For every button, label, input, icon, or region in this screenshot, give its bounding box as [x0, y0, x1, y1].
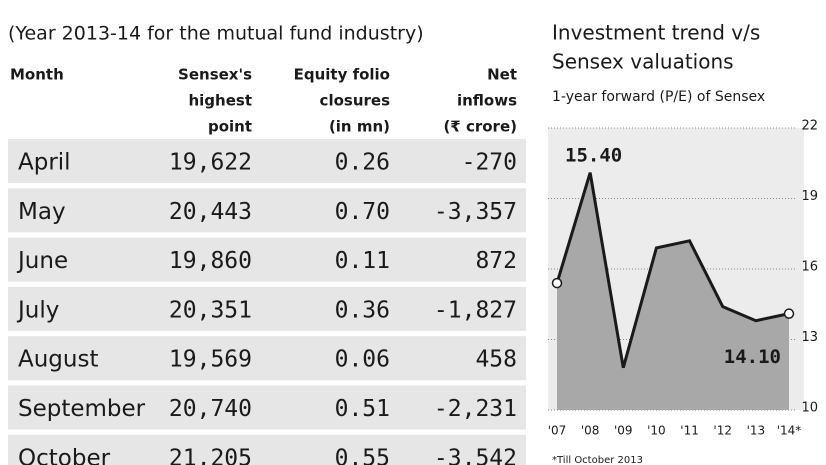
value-label: 15.40: [565, 145, 622, 167]
table-cell: 20,740: [169, 396, 252, 422]
table-cell: 19,569: [169, 347, 252, 373]
y-tick-label: 10: [801, 401, 818, 416]
table-cell: 0.06: [335, 347, 390, 373]
note: *Till October 2013: [552, 455, 643, 465]
y-tick-label: 16: [801, 260, 818, 275]
table-cell: April: [18, 150, 71, 176]
table-cell: -1,827: [434, 297, 517, 323]
point: [783, 308, 795, 319]
column-header: inflows: [457, 92, 517, 110]
table-cell: May: [18, 199, 66, 225]
table-cell: 0.36: [335, 297, 390, 323]
area: [557, 172, 789, 410]
row-band: [8, 237, 526, 282]
table-cell: 21,205: [169, 445, 252, 465]
table-cell: September: [18, 396, 146, 422]
table-cell: August: [18, 347, 99, 373]
table-cell: 0.55: [335, 445, 390, 465]
row-band: [8, 336, 526, 381]
table-cell: 872: [475, 248, 517, 274]
y-tick-label: 22: [801, 119, 818, 134]
column-header: Equity folio: [294, 66, 390, 84]
chart-title: Sensex valuations: [552, 50, 734, 74]
row-band: [8, 434, 526, 465]
table-cell: July: [16, 297, 59, 323]
table-cell: June: [16, 248, 68, 274]
table-cell: -270: [462, 150, 517, 176]
table-cell: 0.70: [335, 199, 390, 225]
column-header: Net: [487, 66, 517, 84]
x-tick-label: '13: [747, 424, 766, 438]
chart-title: Investment trend v/s: [552, 21, 760, 45]
table-cell: 0.26: [335, 150, 390, 176]
x-tick-label: '11: [680, 424, 699, 438]
column-header: point: [208, 118, 252, 136]
column-header: closures: [320, 92, 391, 110]
x-tick-label: '07: [548, 424, 567, 438]
column-header: (in mn): [329, 118, 390, 136]
x-tick-label: '08: [581, 424, 600, 438]
table-cell: -3,542: [434, 445, 517, 465]
column-header: Month: [10, 66, 64, 84]
row-band: [8, 188, 526, 233]
table-cell: 20,351: [169, 297, 252, 323]
column-header: (₹ crore): [443, 118, 517, 136]
y-tick-label: 13: [801, 330, 818, 345]
table-cell: 0.51: [335, 396, 390, 422]
column-header: Sensex's: [178, 66, 252, 84]
table-cell: October: [18, 445, 111, 465]
x-tick-label: '14*: [777, 424, 802, 438]
column-header: highest: [188, 92, 252, 110]
row-band: [8, 286, 526, 331]
table-cell: 19,860: [169, 248, 252, 274]
table-cell: -2,231: [434, 396, 517, 422]
table-cell: 0.11: [335, 248, 390, 274]
table-title: (Year 2013-14 for the mutual fund indust…: [8, 23, 424, 45]
chart-subtitle: 1-year forward (P/E) of Sensex: [552, 89, 765, 105]
value-label: 14.10: [724, 346, 781, 368]
x-tick-label: '10: [647, 424, 666, 438]
line: [555, 172, 790, 369]
table-cell: 458: [475, 347, 517, 373]
table-cell: 20,443: [169, 199, 252, 225]
x-tick-label: '12: [713, 424, 732, 438]
row-band: [8, 139, 526, 183]
point: [551, 277, 563, 289]
y-tick-label: 19: [801, 189, 818, 204]
row-band: [8, 385, 526, 430]
table-cell: -3,357: [434, 199, 517, 225]
table-cell: 19,622: [169, 150, 252, 176]
x-tick-label: '09: [614, 424, 633, 438]
